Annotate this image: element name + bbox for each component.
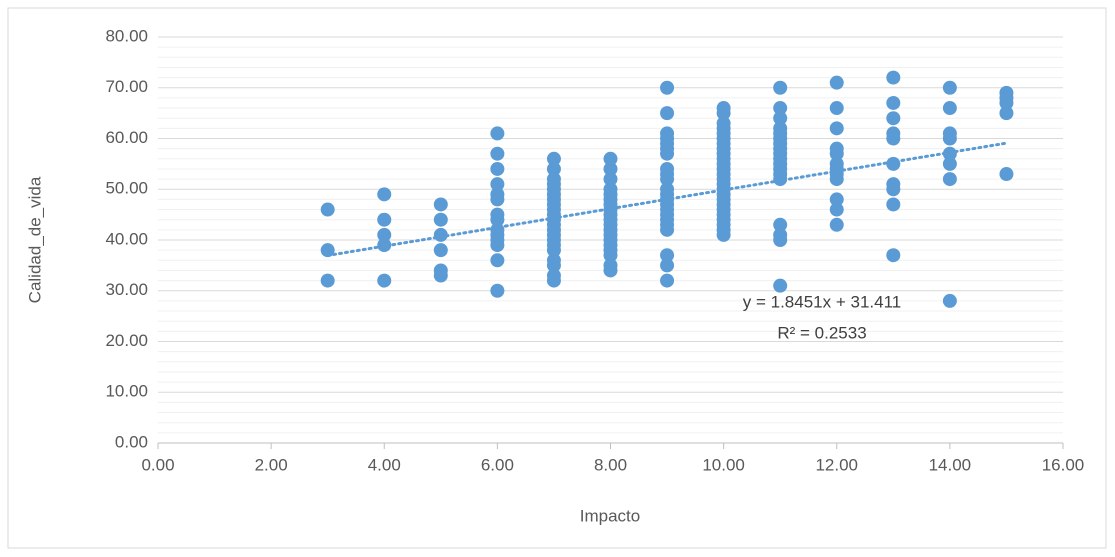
point: [773, 233, 788, 247]
point: [999, 106, 1014, 121]
point: [660, 258, 675, 273]
point: [433, 212, 448, 227]
point: [377, 238, 392, 253]
x-tick-label: 16.00: [1042, 455, 1085, 474]
y-tick-label: 60.00: [105, 128, 148, 147]
point: [433, 243, 448, 258]
x-tick-label: 14.00: [929, 455, 972, 474]
marks: [320, 70, 1014, 308]
point: [490, 212, 505, 227]
point: [660, 146, 675, 161]
point: [660, 273, 675, 288]
point: [829, 172, 844, 187]
y-tick-label: 30.00: [105, 280, 148, 299]
point: [773, 101, 788, 116]
x-tick-label: 0.00: [141, 455, 174, 474]
point: [490, 161, 505, 176]
point: [829, 217, 844, 232]
point: [886, 111, 901, 126]
point: [716, 106, 731, 121]
point: [829, 202, 844, 217]
x-axis-title: Impacto: [580, 506, 640, 525]
point: [942, 131, 957, 146]
y-tick-label: 0.00: [115, 432, 148, 451]
point: [377, 212, 392, 227]
point: [546, 273, 561, 288]
point: [942, 101, 957, 116]
point: [490, 253, 505, 268]
y-tick-label: 70.00: [105, 77, 148, 96]
point: [546, 151, 561, 166]
y-tick-label: 40.00: [105, 229, 148, 248]
point: [829, 101, 844, 116]
point: [886, 156, 901, 171]
trendline-r2: R² = 0.2533: [777, 323, 866, 342]
x-tick-label: 2.00: [255, 455, 288, 474]
point: [660, 80, 675, 95]
point: [886, 95, 901, 110]
point: [942, 293, 957, 308]
point: [886, 182, 901, 197]
point: [320, 243, 335, 258]
point: [773, 80, 788, 95]
point: [603, 263, 618, 278]
point: [942, 172, 957, 187]
point: [660, 172, 675, 187]
point: [773, 217, 788, 232]
point: [490, 126, 505, 141]
point: [660, 106, 675, 121]
point: [829, 192, 844, 207]
point: [320, 273, 335, 288]
point: [490, 146, 505, 161]
point: [773, 278, 788, 293]
x-tick-label: 10.00: [702, 455, 745, 474]
trendline: [326, 141, 1008, 257]
point: [716, 227, 731, 242]
point: [603, 151, 618, 166]
point: [546, 258, 561, 273]
point: [546, 161, 561, 176]
point: [942, 80, 957, 95]
point: [999, 167, 1014, 182]
point: [490, 283, 505, 298]
point: [546, 243, 561, 258]
trendline-equation: y = 1.8451x + 31.411: [743, 292, 901, 311]
y-tick-label: 80.00: [105, 26, 148, 45]
point: [603, 161, 618, 176]
point: [886, 70, 901, 85]
point: [773, 111, 788, 126]
point: [490, 238, 505, 253]
point: [829, 121, 844, 136]
y-axis-title: Calidad_de_vida: [25, 176, 44, 303]
point: [433, 197, 448, 212]
point: [490, 177, 505, 192]
point: [999, 95, 1014, 110]
point: [603, 172, 618, 187]
point: [377, 187, 392, 202]
point: [886, 197, 901, 212]
point: [886, 248, 901, 263]
point: [377, 273, 392, 288]
point: [660, 248, 675, 263]
point: [603, 248, 618, 263]
point: [829, 75, 844, 90]
point: [773, 172, 788, 187]
y-tick-label: 20.00: [105, 331, 148, 350]
point: [490, 192, 505, 207]
y-tick-label: 10.00: [105, 382, 148, 401]
x-tick-label: 12.00: [815, 455, 858, 474]
point: [320, 202, 335, 217]
point: [377, 227, 392, 242]
y-tick-label: 50.00: [105, 179, 148, 198]
x-tick-label: 6.00: [481, 455, 514, 474]
point: [660, 222, 675, 237]
x-tick-label: 8.00: [594, 455, 627, 474]
x-tick-label: 4.00: [368, 455, 401, 474]
point: [886, 131, 901, 146]
point: [829, 146, 844, 161]
point: [433, 268, 448, 283]
point: [942, 156, 957, 171]
